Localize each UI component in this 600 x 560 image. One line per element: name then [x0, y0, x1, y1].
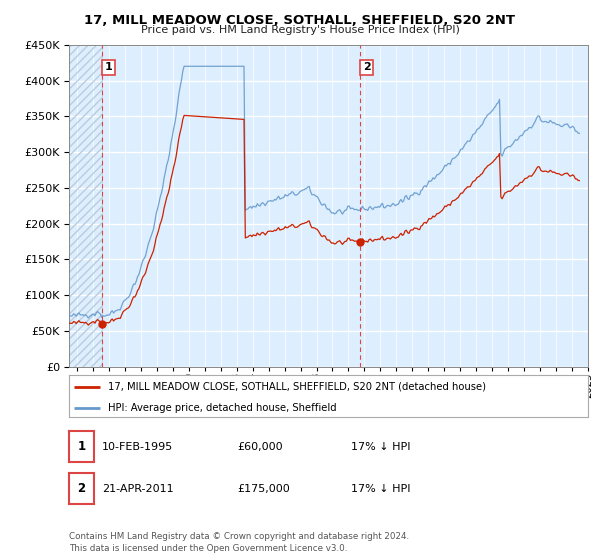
Text: 21-APR-2011: 21-APR-2011 — [102, 484, 173, 494]
Text: 2: 2 — [77, 482, 86, 495]
Text: 17% ↓ HPI: 17% ↓ HPI — [351, 442, 410, 452]
Text: 17, MILL MEADOW CLOSE, SOTHALL, SHEFFIELD, S20 2NT: 17, MILL MEADOW CLOSE, SOTHALL, SHEFFIEL… — [85, 14, 515, 27]
Text: HPI: Average price, detached house, Sheffield: HPI: Average price, detached house, Shef… — [108, 403, 337, 413]
Text: Price paid vs. HM Land Registry's House Price Index (HPI): Price paid vs. HM Land Registry's House … — [140, 25, 460, 35]
Bar — [69, 45, 102, 367]
Text: 17, MILL MEADOW CLOSE, SOTHALL, SHEFFIELD, S20 2NT (detached house): 17, MILL MEADOW CLOSE, SOTHALL, SHEFFIEL… — [108, 381, 486, 391]
Text: £60,000: £60,000 — [237, 442, 283, 452]
Text: 1: 1 — [77, 440, 86, 453]
Text: £175,000: £175,000 — [237, 484, 290, 494]
Text: Contains HM Land Registry data © Crown copyright and database right 2024.
This d: Contains HM Land Registry data © Crown c… — [69, 533, 409, 553]
Text: 2: 2 — [363, 62, 371, 72]
Text: 10-FEB-1995: 10-FEB-1995 — [102, 442, 173, 452]
Text: 17% ↓ HPI: 17% ↓ HPI — [351, 484, 410, 494]
Text: 1: 1 — [104, 62, 112, 72]
